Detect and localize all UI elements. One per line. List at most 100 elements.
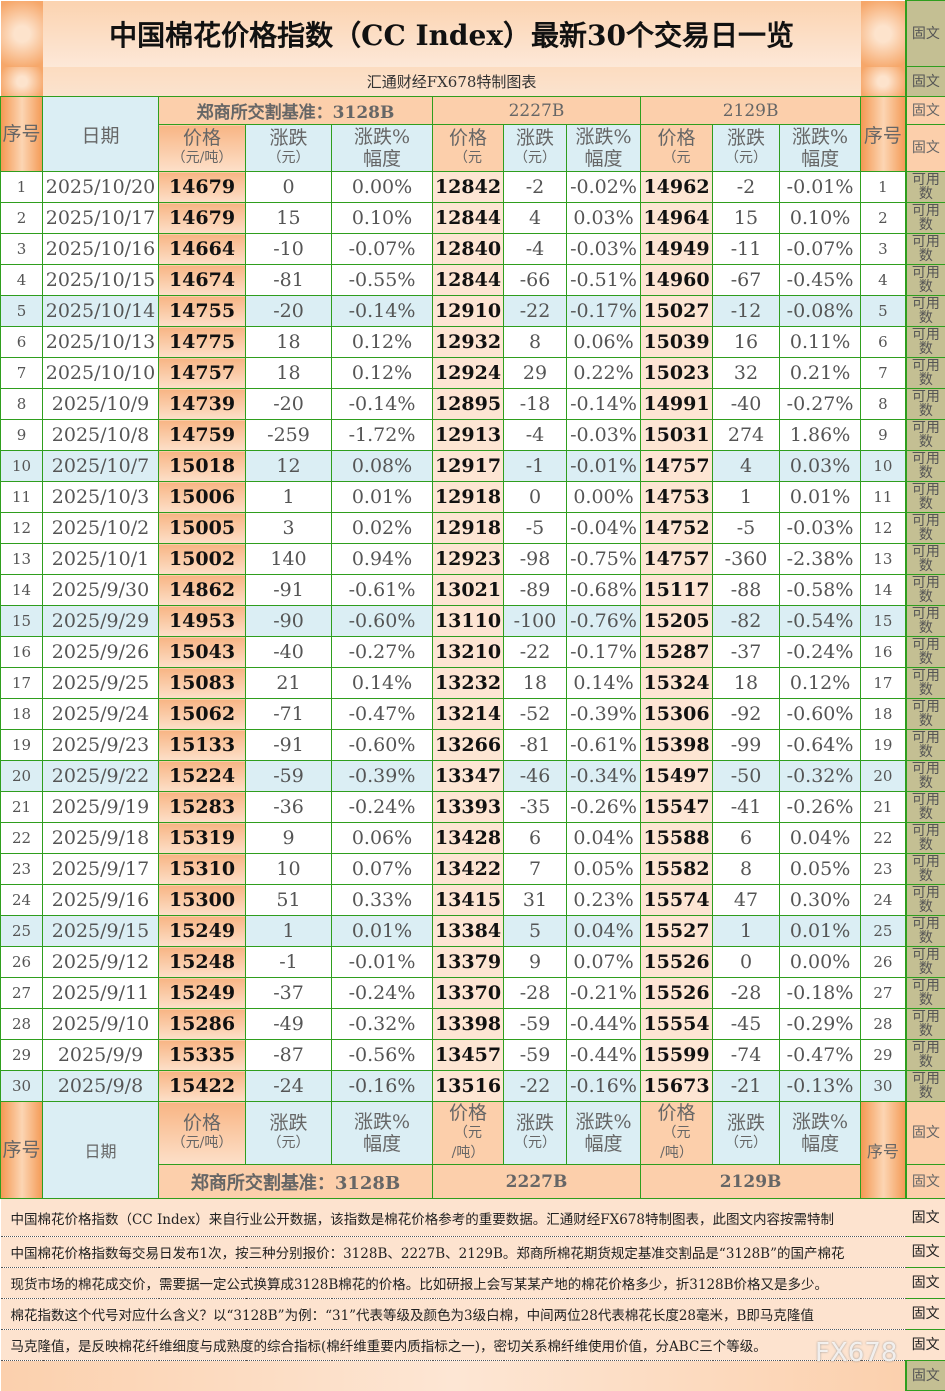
- cell-change-2129B: -67: [712, 264, 780, 296]
- cell-date: 2025/10/17: [42, 202, 159, 234]
- cell-date: 2025/9/17: [42, 853, 159, 885]
- cell-change-2129B: -5: [712, 512, 780, 544]
- cell-change-3128B: 21: [245, 667, 332, 699]
- cell-seq: 14: [0, 574, 43, 606]
- cell-change-2129B: 16: [712, 326, 780, 358]
- cell-price-3128B: 15018: [158, 450, 246, 482]
- cell-pct-3128B: -0.14%: [331, 295, 433, 327]
- pct-header: 涨跌% 幅度: [778, 1101, 862, 1165]
- cell-change-3128B: 10: [245, 853, 332, 885]
- price-unit: （元: [454, 150, 482, 166]
- side-label: 可用数: [904, 202, 945, 234]
- seq-header-right: 序号: [860, 96, 907, 172]
- cell-pct-3128B: 0.01%: [331, 915, 433, 947]
- cell-date: 2025/9/24: [42, 698, 159, 730]
- cell-change-2227B: -4: [503, 419, 567, 451]
- cell-price-3128B: 15248: [158, 946, 246, 978]
- cell-date: 2025/10/2: [42, 512, 159, 544]
- cell-change-3128B: 51: [245, 884, 332, 916]
- cell-price-2227B: 13457: [432, 1039, 504, 1071]
- price-header: 价格 （元: [432, 124, 504, 172]
- cell-price-2227B: 12844: [432, 202, 504, 234]
- cell-price-3128B: 15002: [158, 543, 246, 575]
- cell-pct-2129B: -0.47%: [778, 1039, 862, 1071]
- cell-pct-2129B: 0.00%: [778, 946, 862, 978]
- cell-seq-right: 10: [860, 450, 907, 482]
- side-label: 固文: [904, 0, 945, 67]
- ornament: [860, 0, 906, 67]
- cell-seq-right: 11: [860, 481, 907, 513]
- cell-price-2227B: 12844: [432, 264, 504, 296]
- cell-price-3128B: 15043: [158, 636, 246, 668]
- cell-price-2129B: 15023: [640, 357, 713, 389]
- cell-price-2227B: 12913: [432, 419, 504, 451]
- side-label: 固文: [905, 1329, 945, 1361]
- cell-price-2129B: 14949: [640, 233, 713, 265]
- cell-price-3128B: 15300: [158, 884, 246, 916]
- cell-pct-2129B: -0.01%: [778, 171, 862, 203]
- side-label: 可用数: [904, 791, 945, 823]
- cell-change-2129B: 8: [712, 853, 780, 885]
- cell-price-3128B: 15249: [158, 915, 246, 947]
- table-row: 26 2025/9/12 15248 -1 -0.01% 13379 9 0.07% 15526…: [0, 946, 945, 978]
- table-row: 6 2025/10/13 14775 18 0.12% 12932 8 0.06% 15039 1…: [0, 326, 945, 358]
- cell-change-2227B: -5: [503, 512, 567, 544]
- pct-header: 涨跌% 幅度: [331, 1101, 433, 1165]
- cell-pct-2129B: 0.21%: [778, 357, 862, 389]
- cell-change-2227B: 4: [503, 202, 567, 234]
- cell-change-2129B: -2: [712, 171, 780, 203]
- cell-change-2227B: -28: [503, 977, 567, 1009]
- cell-pct-2227B: -0.16%: [566, 1070, 641, 1102]
- cell-change-2129B: -92: [712, 698, 780, 730]
- cell-change-3128B: 9: [245, 822, 332, 854]
- cell-pct-2227B: -0.76%: [566, 605, 641, 637]
- cell-pct-2227B: -0.17%: [566, 295, 641, 327]
- side-label: 可用数: [904, 1039, 945, 1071]
- cell-change-2227B: 9: [503, 946, 567, 978]
- cell-pct-3128B: 0.12%: [331, 326, 433, 358]
- cell-seq: 20: [0, 760, 43, 792]
- price-header: 价格 （元/吨）: [640, 1101, 713, 1165]
- cell-seq: 29: [0, 1039, 43, 1071]
- cell-pct-2227B: -0.01%: [566, 450, 641, 482]
- cell-price-2227B: 13415: [432, 884, 504, 916]
- cell-seq: 9: [0, 419, 43, 451]
- cell-price-3128B: 14759: [158, 419, 246, 451]
- cell-price-2129B: 15398: [640, 729, 713, 761]
- cell-pct-2227B: 0.03%: [566, 202, 641, 234]
- cell-date: 2025/9/8: [42, 1070, 159, 1102]
- table-row: 21 2025/9/19 15283 -36 -0.24% 13393 -35 -0.26% 1…: [0, 791, 945, 823]
- side-label: 可用数: [904, 915, 945, 947]
- cell-price-2129B: 15205: [640, 605, 713, 637]
- cell-seq: 27: [0, 977, 43, 1009]
- change-header: 涨跌 （元）: [503, 1101, 567, 1165]
- cell-pct-2227B: -0.51%: [566, 264, 641, 296]
- cell-seq: 30: [0, 1070, 43, 1102]
- cell-change-3128B: -71: [245, 698, 332, 730]
- subtitle: 汇通财经FX678特制图表: [42, 66, 861, 97]
- side-label: 可用数: [904, 388, 945, 420]
- cell-price-2129B: 15574: [640, 884, 713, 916]
- table-row: 2 2025/10/17 14679 15 0.10% 12844 4 0.03% 14964 1…: [0, 202, 945, 234]
- cell-change-3128B: -24: [245, 1070, 332, 1102]
- cell-seq-right: 17: [860, 667, 907, 699]
- cell-pct-3128B: 0.12%: [331, 357, 433, 389]
- cell-price-3128B: 14775: [158, 326, 246, 358]
- cell-pct-3128B: -0.39%: [331, 760, 433, 792]
- cell-price-3128B: 15224: [158, 760, 246, 792]
- cell-price-2227B: 12842: [432, 171, 504, 203]
- cell-change-2227B: -89: [503, 574, 567, 606]
- cell-pct-2129B: -0.29%: [778, 1008, 862, 1040]
- cell-pct-3128B: 0.02%: [331, 512, 433, 544]
- cell-pct-3128B: -0.16%: [331, 1070, 433, 1102]
- side-label: 可用数: [904, 326, 945, 358]
- cell-pct-2227B: -0.17%: [566, 636, 641, 668]
- price-unit: （元/吨）: [171, 150, 233, 166]
- cell-seq: 15: [0, 605, 43, 637]
- cell-price-3128B: 14679: [158, 202, 246, 234]
- pct-header: 涨跌% 幅度: [778, 124, 862, 172]
- cell-price-2227B: 13379: [432, 946, 504, 978]
- cell-price-2129B: 15117: [640, 574, 713, 606]
- cell-pct-3128B: 0.01%: [331, 481, 433, 513]
